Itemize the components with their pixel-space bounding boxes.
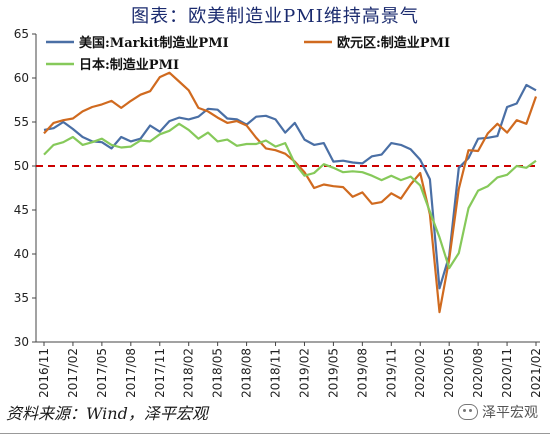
x-tick-label: 2017/02 bbox=[66, 348, 80, 398]
x-tick-label: 2020/05 bbox=[442, 348, 456, 398]
y-tick-label: 35 bbox=[14, 291, 29, 305]
y-tick-label: 55 bbox=[14, 115, 29, 129]
footer: 资料来源：Wind，泽平宏观 泽平宏观 bbox=[0, 400, 550, 430]
x-tick-label: 2016/11 bbox=[37, 348, 51, 398]
x-tick-label: 2017/11 bbox=[153, 348, 167, 398]
page-title: 图表：欧美制造业PMI维持高景气 bbox=[131, 6, 419, 27]
x-tick-label: 2018/08 bbox=[240, 348, 254, 398]
wechat-icon bbox=[458, 404, 478, 420]
y-tick-label: 50 bbox=[14, 159, 29, 173]
x-tick-label: 2019/02 bbox=[297, 348, 311, 398]
y-tick-label: 45 bbox=[14, 203, 29, 217]
y-tick-label: 30 bbox=[14, 335, 29, 349]
x-tick-label: 2019/08 bbox=[355, 348, 369, 398]
legend-label-2: 欧元区:制造业PMI bbox=[337, 35, 450, 51]
legend-label-1: 美国:Markit制造业PMI bbox=[79, 35, 229, 51]
x-tick-label: 2017/08 bbox=[124, 348, 138, 398]
y-tick-label: 40 bbox=[14, 247, 29, 261]
y-tick-label: 65 bbox=[14, 27, 29, 41]
legend-label-3: 日本:制造业PMI bbox=[79, 57, 179, 73]
x-tick-label: 2018/02 bbox=[182, 348, 196, 398]
footer-divider bbox=[0, 433, 550, 434]
x-tick-label: 2020/08 bbox=[471, 348, 485, 398]
x-tick-label: 2017/05 bbox=[95, 348, 109, 398]
x-tick-label: 2020/11 bbox=[500, 348, 514, 398]
x-tick-label: 2018/11 bbox=[269, 348, 283, 398]
source-note: 资料来源：Wind，泽平宏观 bbox=[6, 404, 208, 423]
x-tick-label: 2019/11 bbox=[384, 348, 398, 398]
y-tick-label: 60 bbox=[14, 71, 29, 85]
x-tick-label: 2018/05 bbox=[211, 348, 225, 398]
pmi-line-chart: 30 35 40 45 50 55 60 65 2016/11 2017/02 2017/05 201… bbox=[14, 27, 543, 398]
x-tick-label: 2021/02 bbox=[529, 348, 543, 398]
brand-watermark: 泽平宏观 bbox=[458, 402, 538, 422]
series-line-1 bbox=[43, 83, 537, 290]
x-tick-label: 2019/05 bbox=[326, 348, 340, 398]
brand-label: 泽平宏观 bbox=[482, 405, 538, 421]
series-line-3 bbox=[43, 122, 537, 270]
x-tick-label: 2020/02 bbox=[413, 348, 427, 398]
series-line-2 bbox=[43, 71, 538, 314]
